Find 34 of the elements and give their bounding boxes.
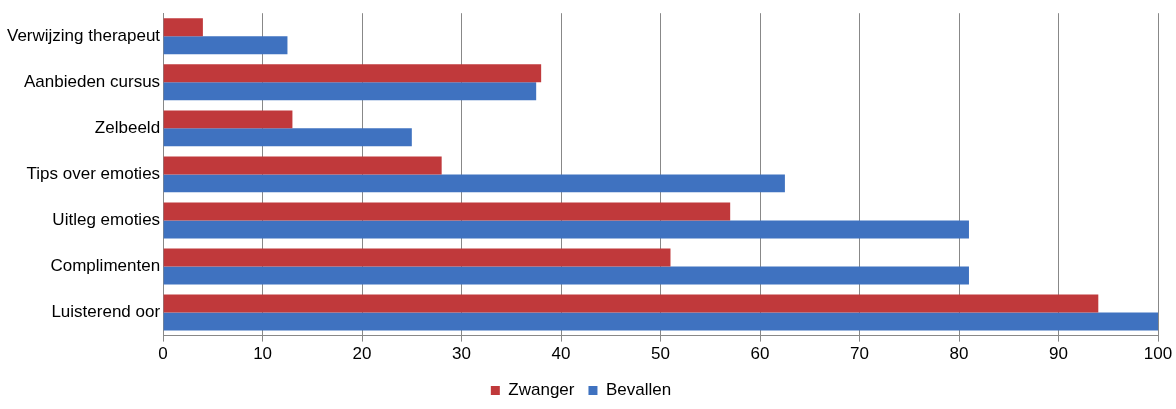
y-tick-label: Luisterend oor — [51, 302, 161, 322]
bar — [163, 248, 671, 267]
x-tick-label: 60 — [750, 344, 770, 364]
bar — [163, 202, 731, 221]
x-tick-label: 100 — [1143, 344, 1173, 364]
bar — [163, 156, 442, 175]
legend-label: Bevallen — [605, 380, 672, 400]
bar — [163, 82, 537, 101]
legend-label: Zwanger — [508, 380, 575, 400]
bar — [163, 128, 412, 147]
y-tick-label: Verwijzing therapeut — [7, 25, 161, 45]
bar — [163, 174, 785, 193]
y-tick-label: Zelbeeld — [94, 118, 161, 138]
bar — [163, 266, 969, 285]
x-tick-label: 50 — [651, 344, 671, 364]
bar — [163, 312, 1158, 331]
bar — [163, 220, 969, 239]
bar — [163, 36, 288, 55]
y-tick-label: Aanbieden cursus — [24, 71, 161, 91]
x-tick-label: 90 — [1049, 344, 1068, 364]
bar — [163, 64, 542, 83]
x-tick-label: 30 — [452, 344, 472, 364]
x-tick-label: 80 — [949, 344, 969, 364]
x-tick-label: 0 — [158, 344, 168, 364]
y-tick-label: Tips over emoties — [26, 164, 161, 184]
x-tick-label: 10 — [253, 344, 273, 364]
bar — [163, 294, 1099, 313]
x-tick-label: 70 — [850, 344, 869, 364]
y-tick-label: Uitleg emoties — [52, 210, 161, 230]
bar — [163, 110, 293, 129]
x-tick-label: 20 — [352, 344, 372, 364]
y-tick-label: Complimenten — [50, 256, 161, 276]
x-tick-label: 40 — [551, 344, 571, 364]
bar — [163, 18, 203, 37]
